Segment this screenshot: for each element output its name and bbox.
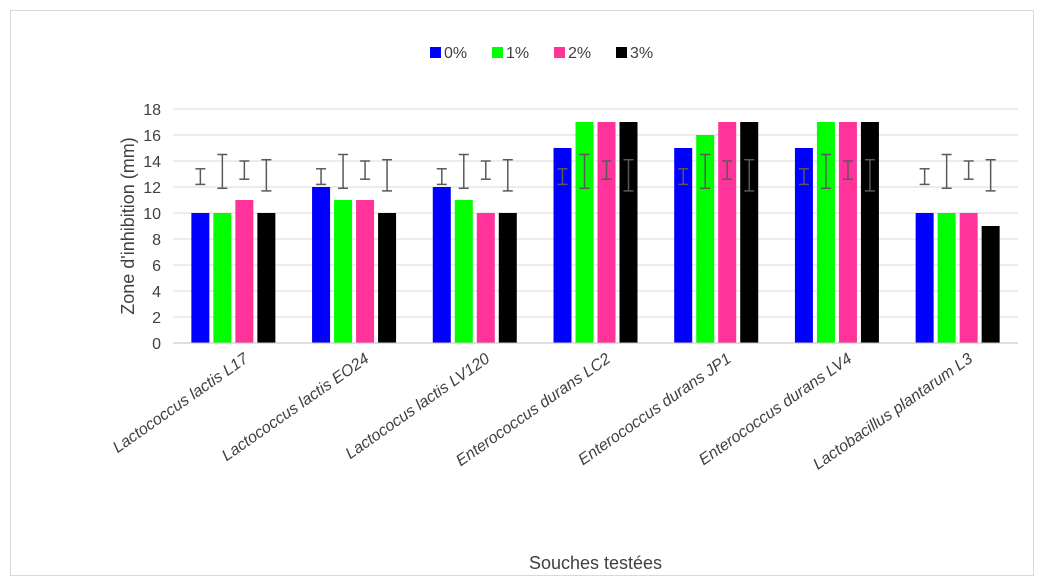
error-bar: [382, 158, 393, 192]
bar: [498, 213, 517, 343]
y-tick-label: 14: [143, 154, 161, 171]
legend-label: 1%: [506, 45, 529, 62]
error-bar: [261, 158, 272, 192]
error-bar: [700, 153, 711, 190]
bar: [816, 122, 835, 343]
error-bar: [798, 168, 809, 186]
bar: [213, 213, 232, 343]
y-tick-label: 18: [143, 102, 161, 119]
bar: [915, 213, 934, 343]
error-bar: [579, 153, 590, 190]
error-bar: [601, 160, 612, 180]
bar: [981, 226, 1000, 343]
y-axis-title: Zone d'inhibition (mm): [118, 137, 138, 315]
y-tick-label: 8: [152, 232, 161, 249]
bar: [937, 213, 956, 343]
error-bar: [557, 168, 568, 186]
y-tick-label: 0: [152, 336, 161, 353]
bar: [432, 187, 451, 343]
bar: [718, 122, 737, 343]
legend-entry: 0%: [430, 45, 467, 62]
y-tick-label: 16: [143, 128, 161, 145]
bar: [794, 148, 813, 343]
error-bar: [458, 153, 469, 190]
bar: [740, 122, 759, 343]
legend-entry: 3%: [616, 45, 653, 62]
error-bar: [864, 158, 875, 192]
legend-label: 0%: [444, 45, 467, 62]
bar: [696, 135, 715, 343]
bar: [312, 187, 331, 343]
error-bar: [985, 158, 996, 192]
bar: [356, 200, 375, 343]
error-bar: [678, 168, 689, 186]
error-bar: [195, 168, 206, 186]
bars: [191, 122, 1000, 343]
y-tick-label: 10: [143, 206, 161, 223]
error-bar: [623, 158, 634, 192]
error-bar: [941, 153, 952, 190]
error-bar: [963, 160, 974, 180]
x-tick-label: Lactococcus lactis L17: [110, 350, 253, 457]
legend-entry: 1%: [492, 45, 529, 62]
error-bar: [919, 168, 930, 186]
error-bar: [436, 168, 447, 186]
error-bars: [195, 153, 996, 192]
legend-entry: 2%: [554, 45, 591, 62]
bar: [619, 122, 638, 343]
error-bar: [316, 168, 327, 186]
error-bar: [744, 158, 755, 192]
error-bar: [820, 153, 831, 190]
error-bar: [239, 160, 250, 180]
bar: [378, 213, 397, 343]
legend-label: 3%: [630, 45, 653, 62]
bar: [959, 213, 978, 343]
error-bar: [217, 153, 228, 190]
bar: [454, 200, 473, 343]
bar: [334, 200, 353, 343]
bar: [191, 213, 210, 343]
error-bar: [338, 153, 349, 190]
x-axis-title: Souches testées: [529, 553, 662, 573]
bar: [235, 200, 254, 343]
error-bar: [502, 158, 513, 192]
bar: [674, 148, 693, 343]
grid-lines: [173, 108, 1018, 318]
bar: [257, 213, 276, 343]
bar: [597, 122, 616, 343]
legend-swatch: [430, 47, 441, 58]
y-tick-label: 2: [152, 310, 161, 327]
y-tick-label: 6: [152, 258, 161, 275]
error-bar: [842, 160, 853, 180]
error-bar: [480, 160, 491, 180]
bar: [476, 213, 495, 343]
y-tick-label: 4: [152, 284, 161, 301]
legend-swatch: [616, 47, 627, 58]
chart-frame: 0 2 4 6 8 10 12 14 16 18 Lactococcus lactis L17 Lac…: [10, 10, 1034, 576]
legend-swatch: [554, 47, 565, 58]
bar: [838, 122, 857, 343]
legend-swatch: [492, 47, 503, 58]
bar: [860, 122, 879, 343]
error-bar: [360, 160, 371, 180]
legend: 0% 1% 2% 3%: [430, 45, 653, 62]
bar: [553, 148, 572, 343]
bar: [575, 122, 594, 343]
y-tick-label: 12: [143, 180, 161, 197]
error-bar: [722, 160, 733, 180]
legend-label: 2%: [568, 45, 591, 62]
